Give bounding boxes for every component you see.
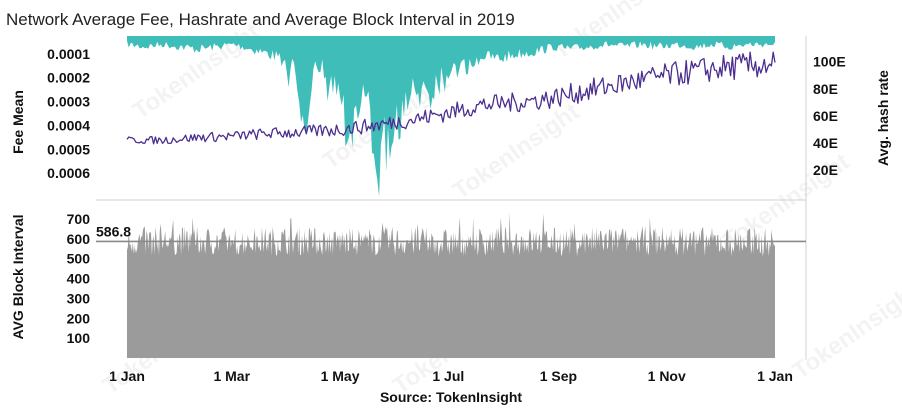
fee-mean-tick-label: 0.0005 (47, 141, 90, 157)
axes: 0.0001 0.0002 0.0003 0.0004 0.0005 0.0006 20E 4… (47, 46, 846, 384)
watermark-text: TokenInsight (128, 18, 264, 125)
fee-mean-tick-label: 0.0002 (47, 70, 90, 86)
block-interval-tick-label: 400 (67, 271, 91, 287)
x-tick-label: 1 Jan (109, 368, 145, 384)
panel-frames (96, 36, 807, 360)
block-interval-tick-label: 300 (67, 290, 91, 306)
block-interval-tick-label: 100 (67, 330, 91, 346)
fee-mean-series (127, 36, 775, 197)
block-interval-axis-label: AVG Block Interval (10, 214, 26, 339)
x-tick-label: 1 Jul (432, 368, 464, 384)
fee-mean-tick-label: 0.0001 (47, 46, 90, 62)
block-interval-tick-label: 600 (67, 231, 91, 247)
fee-mean-axis-label: Fee Mean (10, 90, 26, 154)
hash-rate-tick-label: 40E (813, 135, 838, 151)
block-interval-tick-label: 500 (67, 251, 91, 267)
chart-title: Network Average Fee, Hashrate and Averag… (6, 10, 515, 29)
hash-rate-tick-label: 80E (813, 81, 838, 97)
x-tick-label: 1 Sep (540, 368, 577, 384)
x-tick-label: 1 Jan (757, 368, 793, 384)
fee-mean-tick-label: 0.0003 (47, 94, 90, 110)
hash-rate-axis-label: Avg. hash rate (875, 70, 891, 166)
fee-mean-area (127, 36, 775, 197)
watermark-text: TokenInsight (788, 278, 902, 385)
x-tick-label: 1 Nov (648, 368, 686, 384)
block-interval-tick-label: 700 (67, 211, 91, 227)
hash-rate-tick-label: 100E (813, 54, 846, 70)
hash-rate-line (126, 51, 776, 145)
block-interval-tick-label: 200 (67, 310, 91, 326)
fee-mean-tick-label: 0.0006 (47, 165, 90, 181)
block-interval-series (127, 212, 775, 358)
watermark-text: TokenInsight (448, 98, 584, 205)
reference-value-label: 586.8 (96, 223, 131, 239)
x-tick-label: 1 Mar (213, 368, 250, 384)
hash-rate-tick-label: 20E (813, 162, 838, 178)
hashrate-series (126, 51, 776, 145)
hash-rate-tick-label: 60E (813, 108, 838, 124)
block-interval-area (127, 212, 775, 358)
source-note: Source: TokenInsight (380, 389, 522, 405)
x-tick-label: 1 May (321, 368, 360, 384)
watermark-text: TokenInsight (548, 0, 684, 65)
reference-line-group: 586.8 (96, 223, 806, 243)
fee-mean-tick-label: 0.0004 (47, 117, 90, 133)
